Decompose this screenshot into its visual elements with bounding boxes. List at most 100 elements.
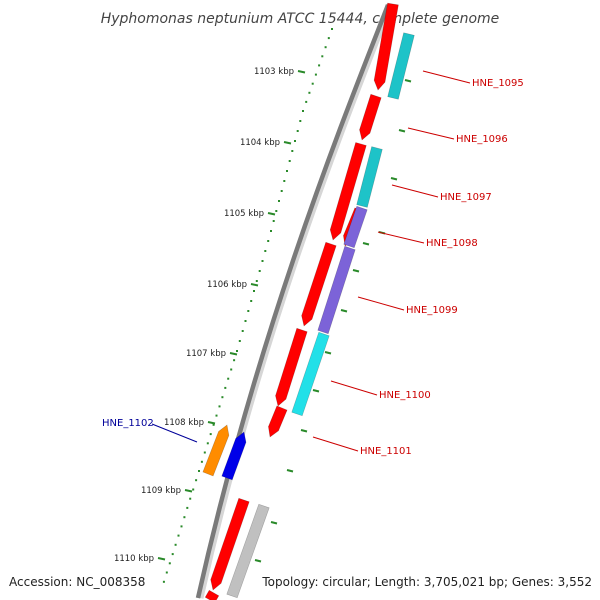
scale-dot [321,55,324,58]
scale-label: 1103 kbp [254,67,294,77]
scale-dot [162,580,165,583]
gene-label-hne_1097[interactable]: HNE_1097 [440,192,492,203]
gene-label-leader [330,380,378,396]
scale-dot [331,28,333,30]
scale-dot [280,190,283,192]
gene-purple-2 [317,245,356,335]
minor-tick [352,269,360,273]
gene-cyan-2 [356,146,383,208]
scale-dot [168,562,171,565]
gene-label-hne_1096[interactable]: HNE_1096 [456,134,508,145]
gene-label-leader [312,436,359,452]
gene-red-6 [275,327,308,407]
genome-backbone [195,4,391,599]
gene-label-leader [407,127,455,140]
gene-label-hne_1100[interactable]: HNE_1100 [379,390,431,401]
gene-blue-1 [221,431,247,481]
scale-tick-marks [157,70,412,563]
gene-label-leader [151,423,198,443]
scale-dot [283,180,286,182]
gene-label-leader [422,70,471,84]
gene-features [202,2,415,600]
scale-dot [230,368,233,371]
gene-label-hne_1095[interactable]: HNE_1095 [472,78,524,89]
scale-label: 1110 kbp [114,554,154,564]
minor-tick [404,79,412,83]
scale-dot [224,386,227,389]
scale-dot [215,414,218,417]
scale-dot [189,497,192,500]
scale-dot [253,290,255,292]
scale-dot [264,250,267,252]
scale-dot [318,64,321,67]
scale-dot [183,516,186,519]
major-tick [250,283,259,287]
scale-dot [244,320,247,322]
scale-dot [286,170,288,172]
gene-label-hne_1099[interactable]: HNE_1099 [406,305,458,316]
scale-dot [250,300,253,302]
minor-tick [312,389,320,393]
scale-dot [198,470,200,472]
scale-label: 1106 kbp [207,280,247,290]
scale-labels: 1103 kbp 1104 kbp 1105 kbp 1106 kbp 1107 kbp… [114,67,294,564]
scale-dot [186,506,189,509]
scale-dot [177,534,180,537]
scale-dot [302,110,304,112]
map-title: Hyphomonas neptunium ATCC 15444, complet… [101,11,500,27]
scale-dot [278,200,280,202]
scale-dot [296,130,299,132]
scale-dot [255,280,258,282]
scale-dot [238,340,241,342]
scale-dot [294,140,296,142]
scale-dot [327,37,330,40]
gene-red-8 [210,497,250,591]
scale-dot [165,571,168,574]
scale-dotted-arc [162,28,333,583]
major-tick [267,212,276,216]
scale-dot [305,100,308,103]
scale-dot [288,160,291,162]
gene-red-2 [359,93,382,141]
gene-label-hne_1101[interactable]: HNE_1101 [360,446,412,457]
scale-dot [212,423,215,426]
scale-dot [221,396,224,399]
scale-label: 1105 kbp [224,209,264,219]
gene-label-hne_1098[interactable]: HNE_1098 [426,238,478,249]
gene-red-1 [373,2,399,91]
scale-dot [299,120,302,122]
scale-dot [171,553,174,556]
minor-tick [300,429,308,433]
gene-cyan-3 [291,331,330,417]
scale-label: 1107 kbp [186,349,226,359]
minor-tick [362,242,370,246]
scale-label: 1104 kbp [240,138,280,148]
scale-dot [314,73,317,76]
scale-dot [174,543,177,546]
scale-dot [200,460,203,463]
gene-label-leader [357,296,405,311]
major-tick [229,352,238,356]
scale-dot [236,350,238,352]
scale-dot [206,442,209,445]
scale-dot [291,150,294,152]
scale-label: 1108 kbp [164,418,204,428]
scale-dot [227,377,230,380]
gene-label-hne_1102[interactable]: HNE_1102 [102,418,154,429]
major-tick [184,489,193,493]
gene-cyan-1 [387,32,415,100]
scale-dot [267,240,270,242]
gene-red-9 [204,589,220,600]
minor-tick [270,521,278,525]
gene-red-3 [329,142,367,241]
scale-dot [218,405,221,408]
scale-dot [195,479,198,482]
scale-dot [203,451,206,454]
scale-label: 1109 kbp [141,486,181,496]
scale-dot [247,310,250,312]
minor-tick [390,177,398,181]
major-tick [297,70,306,74]
scale-dot [261,260,264,262]
minor-tick [324,351,332,355]
